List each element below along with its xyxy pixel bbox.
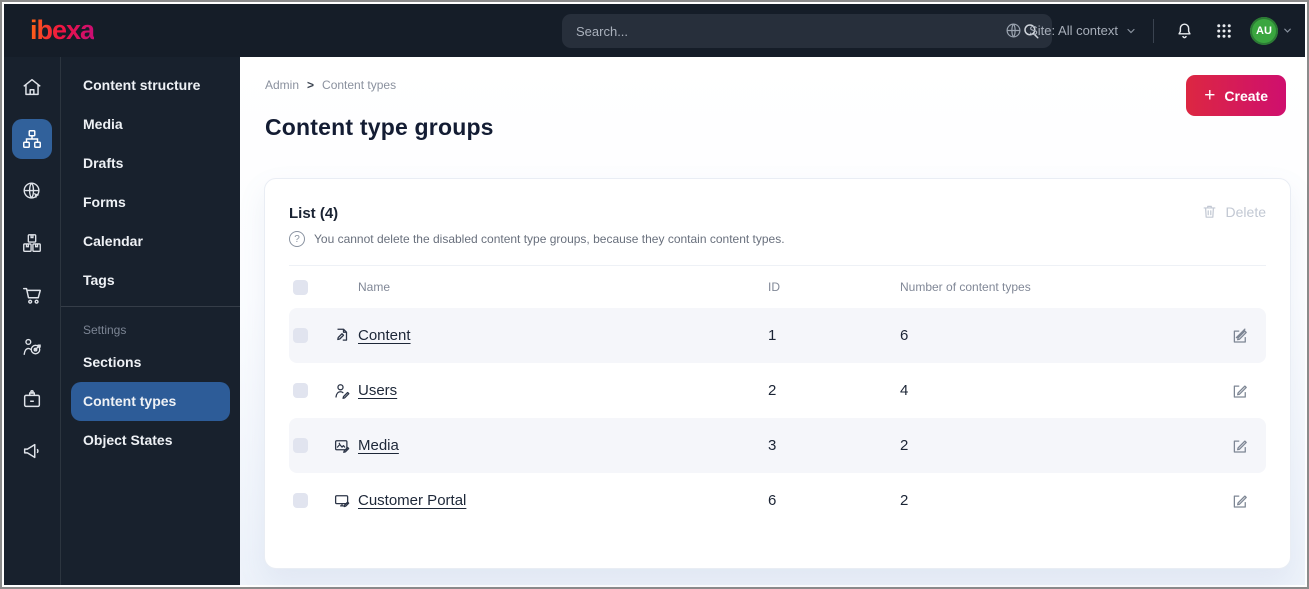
sidebar-item-calendar[interactable]: Calendar <box>83 233 143 249</box>
chevron-down-icon <box>1125 25 1137 37</box>
row-checkbox[interactable] <box>293 438 308 453</box>
table-header-row: Name ID Number of content types <box>289 266 1266 308</box>
topbar-actions: Site: All context AU <box>1005 4 1293 57</box>
column-header-name: Name <box>358 280 391 294</box>
breadcrumb-current: Content types <box>322 78 397 92</box>
monitor-icon <box>333 492 358 510</box>
search-icon[interactable] <box>1022 22 1040 40</box>
megaphone-icon <box>21 440 43 462</box>
table-row: Content 1 6 <box>289 308 1266 363</box>
group-link[interactable]: Content <box>358 327 411 344</box>
page-title: Content type groups <box>265 114 494 140</box>
rail-item-products[interactable] <box>12 217 52 269</box>
table-row: Media 3 2 <box>289 418 1266 473</box>
column-header-id: ID <box>768 280 780 294</box>
row-checkbox[interactable] <box>293 493 308 508</box>
sidebar-section-label: Settings <box>83 323 127 337</box>
sidebar-item-media[interactable]: Media <box>83 116 123 132</box>
sidebar-item-object-states[interactable]: Object States <box>83 432 173 448</box>
breadcrumb-admin[interactable]: Admin <box>265 78 300 92</box>
sidebar-item-sections[interactable]: Sections <box>83 354 142 370</box>
breadcrumb: Admin > Content types <box>265 78 396 92</box>
group-count: 2 <box>900 492 909 509</box>
home-icon <box>21 76 43 98</box>
rail-item-home[interactable] <box>12 61 52 113</box>
globe-cursor-icon <box>21 180 43 202</box>
site-context-selector[interactable]: Site: All context <box>1005 22 1137 39</box>
table-row: Customer Portal 6 2 <box>289 473 1266 528</box>
avatar[interactable]: AU <box>1250 16 1278 45</box>
sidebar-item-forms[interactable]: Forms <box>83 194 126 210</box>
group-id: 6 <box>768 492 777 509</box>
search-input[interactable] <box>562 23 1022 39</box>
sitemap-icon <box>21 128 43 150</box>
trash-icon <box>1201 203 1218 220</box>
notifications-bell-icon[interactable] <box>1170 17 1198 45</box>
rail-item-content-structure[interactable] <box>12 119 52 159</box>
create-button-label: Create <box>1224 87 1268 104</box>
icon-rail <box>4 57 60 585</box>
image-icon <box>333 437 358 455</box>
rail-item-admin[interactable] <box>12 373 52 425</box>
delete-button[interactable]: Delete <box>1201 203 1266 220</box>
topbar-divider <box>1153 18 1154 43</box>
app-grid-icon[interactable] <box>1210 17 1238 45</box>
row-checkbox[interactable] <box>293 383 308 398</box>
rail-item-site[interactable] <box>12 165 52 217</box>
rail-item-personalization[interactable] <box>12 321 52 373</box>
column-header-count: Number of content types <box>900 280 1031 294</box>
edit-icon[interactable] <box>1226 487 1254 515</box>
create-button[interactable]: + Create <box>1186 75 1286 116</box>
user-menu[interactable]: AU <box>1250 16 1293 45</box>
sidebar-item-drafts[interactable]: Drafts <box>83 155 124 171</box>
info-text: You cannot delete the disabled content t… <box>314 232 785 246</box>
rail-item-marketing[interactable] <box>12 425 52 477</box>
ibexa-logo[interactable]: ibexa <box>30 15 95 45</box>
cart-icon <box>21 284 43 306</box>
edit-icon[interactable] <box>1226 377 1254 405</box>
select-all-checkbox[interactable] <box>293 279 308 295</box>
globe-icon <box>1005 22 1022 39</box>
sidebar-item-tags[interactable]: Tags <box>83 272 115 288</box>
card-header: List (4) Delete <box>289 203 1266 223</box>
group-id: 2 <box>768 382 777 399</box>
group-id: 3 <box>768 437 777 454</box>
sidebar-item-content-structure[interactable]: Content structure <box>83 77 201 93</box>
group-count: 2 <box>900 437 909 454</box>
table-row: Users 2 4 <box>289 363 1266 418</box>
help-icon: ? <box>289 231 305 247</box>
content-type-groups-table: Name ID Number of content types Content … <box>289 265 1266 528</box>
sidebar-item-content-types[interactable]: Content types <box>71 382 230 421</box>
group-link[interactable]: Customer Portal <box>358 492 467 509</box>
breadcrumb-separator: > <box>307 78 315 92</box>
list-title: List (4) <box>289 205 339 222</box>
file-icon <box>333 327 358 345</box>
group-id: 1 <box>768 327 777 344</box>
group-count: 4 <box>900 382 909 399</box>
toolbox-icon <box>21 388 43 410</box>
top-bar: ibexa Site: All context <box>4 4 1305 57</box>
site-context-label: Site: All context <box>1029 23 1118 38</box>
content-type-groups-card: List (4) Delete ? You cannot delete the … <box>264 178 1291 569</box>
group-count: 6 <box>900 327 909 344</box>
row-checkbox[interactable] <box>293 328 308 343</box>
user-icon <box>333 382 358 400</box>
group-link[interactable]: Users <box>358 382 398 399</box>
edit-icon[interactable] <box>1226 322 1254 350</box>
audience-target-icon <box>21 336 43 358</box>
plus-icon: + <box>1204 85 1216 106</box>
delete-button-label: Delete <box>1225 203 1266 220</box>
sidebar-divider <box>61 306 240 307</box>
rail-item-commerce[interactable] <box>12 269 52 321</box>
chevron-down-icon <box>1282 25 1293 36</box>
group-link[interactable]: Media <box>358 437 399 454</box>
boxes-icon <box>21 232 43 254</box>
info-row: ? You cannot delete the disabled content… <box>289 231 1266 247</box>
global-search[interactable] <box>562 14 1052 48</box>
main-content: Admin > Content types + Create Content t… <box>240 57 1305 585</box>
sidebar-menu: Content structure Media Drafts Forms Cal… <box>60 57 240 585</box>
edit-icon[interactable] <box>1226 432 1254 460</box>
